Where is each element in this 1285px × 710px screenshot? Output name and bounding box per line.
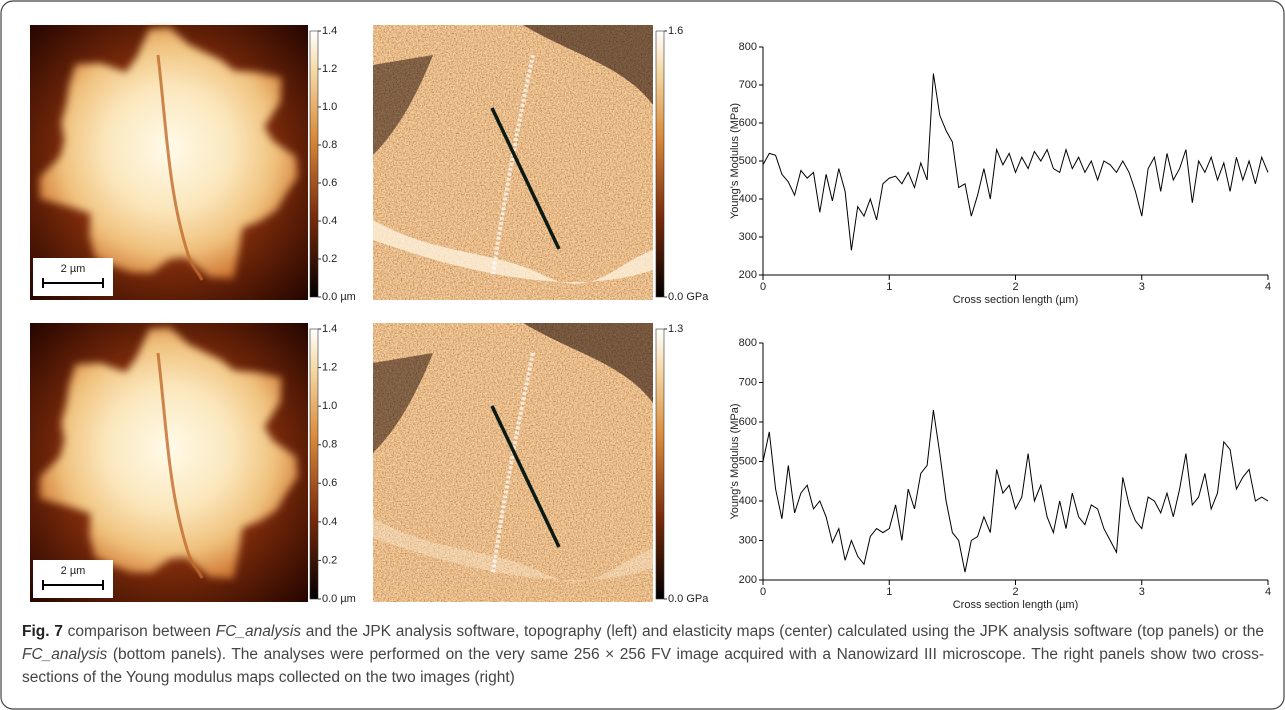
y-tick-label: 300 — [739, 231, 757, 243]
figure: 2 µm 1.4 1.2 1.0 0.8 0.6 0.4 0.2 0.0 µm 1.6 0.0 GP… — [0, 0, 1285, 710]
y-tick-label: 200 — [739, 574, 757, 586]
colorbar-tick-label: 0.0 µm — [322, 593, 356, 605]
colorbar-tick-label: 1.6 — [668, 25, 683, 37]
colorbar-tick-label: 1.4 — [322, 25, 337, 37]
y-tick-label: 800 — [739, 41, 757, 53]
caption-text: comparison between — [68, 623, 211, 640]
x-tick-label: 2 — [1012, 586, 1018, 598]
x-tick-label: 0 — [760, 281, 766, 293]
colorbar — [310, 31, 318, 297]
x-tick-label: 2 — [1012, 281, 1018, 293]
y-tick-label: 500 — [739, 155, 757, 167]
figure-label: Fig. 7 — [22, 623, 63, 640]
data-line — [763, 74, 1268, 251]
y-tick-label: 300 — [739, 534, 757, 546]
figure-canvas: 2 µm 1.4 1.2 1.0 0.8 0.6 0.4 0.2 0.0 µm 1.6 0.0 GP… — [0, 0, 1285, 710]
y-tick-label: 400 — [739, 193, 757, 205]
colorbar-tick-label: 0.0 GPa — [668, 291, 709, 303]
colorbar-tick-label: 1.0 — [322, 400, 337, 412]
colorbar-tick-label: 0.2 — [322, 253, 337, 265]
y-tick-label: 700 — [739, 376, 757, 388]
colorbar-tick-label: 0.8 — [322, 439, 337, 451]
x-tick-label: 0 — [760, 586, 766, 598]
colorbar-tick-label: 1.2 — [322, 361, 337, 373]
y-axis-label: Young's Modulus (MPa) — [729, 103, 741, 219]
colorbar-tick-label: 1.0 — [322, 101, 337, 113]
colorbar-tick-label: 0.0 GPa — [668, 593, 709, 605]
colorbar-tick-label: 0.6 — [322, 477, 337, 489]
scale-bar-label: 2 µm — [61, 565, 86, 577]
colorbar-tick-label: 0.8 — [322, 139, 337, 151]
colorbar-tick-label: 1.3 — [668, 323, 683, 335]
colorbar-tick-label: 0.6 — [322, 177, 337, 189]
x-tick-label: 1 — [886, 281, 892, 293]
x-tick-label: 4 — [1265, 586, 1271, 598]
y-tick-label: 600 — [739, 117, 757, 129]
y-tick-label: 400 — [739, 495, 757, 507]
caption-text: and the JPK analysis software, topograph… — [306, 623, 1264, 640]
y-axis-label: Young's Modulus (MPa) — [729, 403, 741, 519]
scale-bar-label: 2 µm — [61, 263, 86, 275]
y-tick-label: 800 — [739, 337, 757, 349]
caption-text: (bottom panels). The analyses were perfo… — [22, 646, 1264, 686]
colorbar — [310, 329, 318, 599]
y-tick-label: 200 — [739, 269, 757, 281]
colorbar-tick-label: 1.2 — [322, 63, 337, 75]
caption-text: FC_analysis — [22, 646, 107, 663]
x-tick-label: 1 — [886, 586, 892, 598]
y-tick-label: 600 — [739, 416, 757, 428]
x-tick-label: 3 — [1139, 586, 1145, 598]
colorbar-tick-label: 0.4 — [322, 215, 337, 227]
colorbar — [656, 329, 664, 599]
x-tick-label: 3 — [1139, 281, 1145, 293]
data-line — [763, 410, 1268, 572]
colorbar-tick-label: 0.0 µm — [322, 291, 356, 303]
x-tick-label: 4 — [1265, 281, 1271, 293]
x-axis-label: Cross section length (µm) — [953, 599, 1079, 611]
colorbar-tick-label: 0.4 — [322, 516, 337, 528]
y-tick-label: 700 — [739, 79, 757, 91]
colorbar-tick-label: 1.4 — [322, 323, 337, 335]
colorbar-tick-label: 0.2 — [322, 554, 337, 566]
caption-text: FC_analysis — [216, 623, 301, 640]
caption: Fig. 7 comparison between FC_analysis an… — [22, 620, 1264, 689]
y-tick-label: 500 — [739, 455, 757, 467]
x-axis-label: Cross section length (µm) — [953, 294, 1079, 306]
colorbar — [656, 31, 664, 297]
